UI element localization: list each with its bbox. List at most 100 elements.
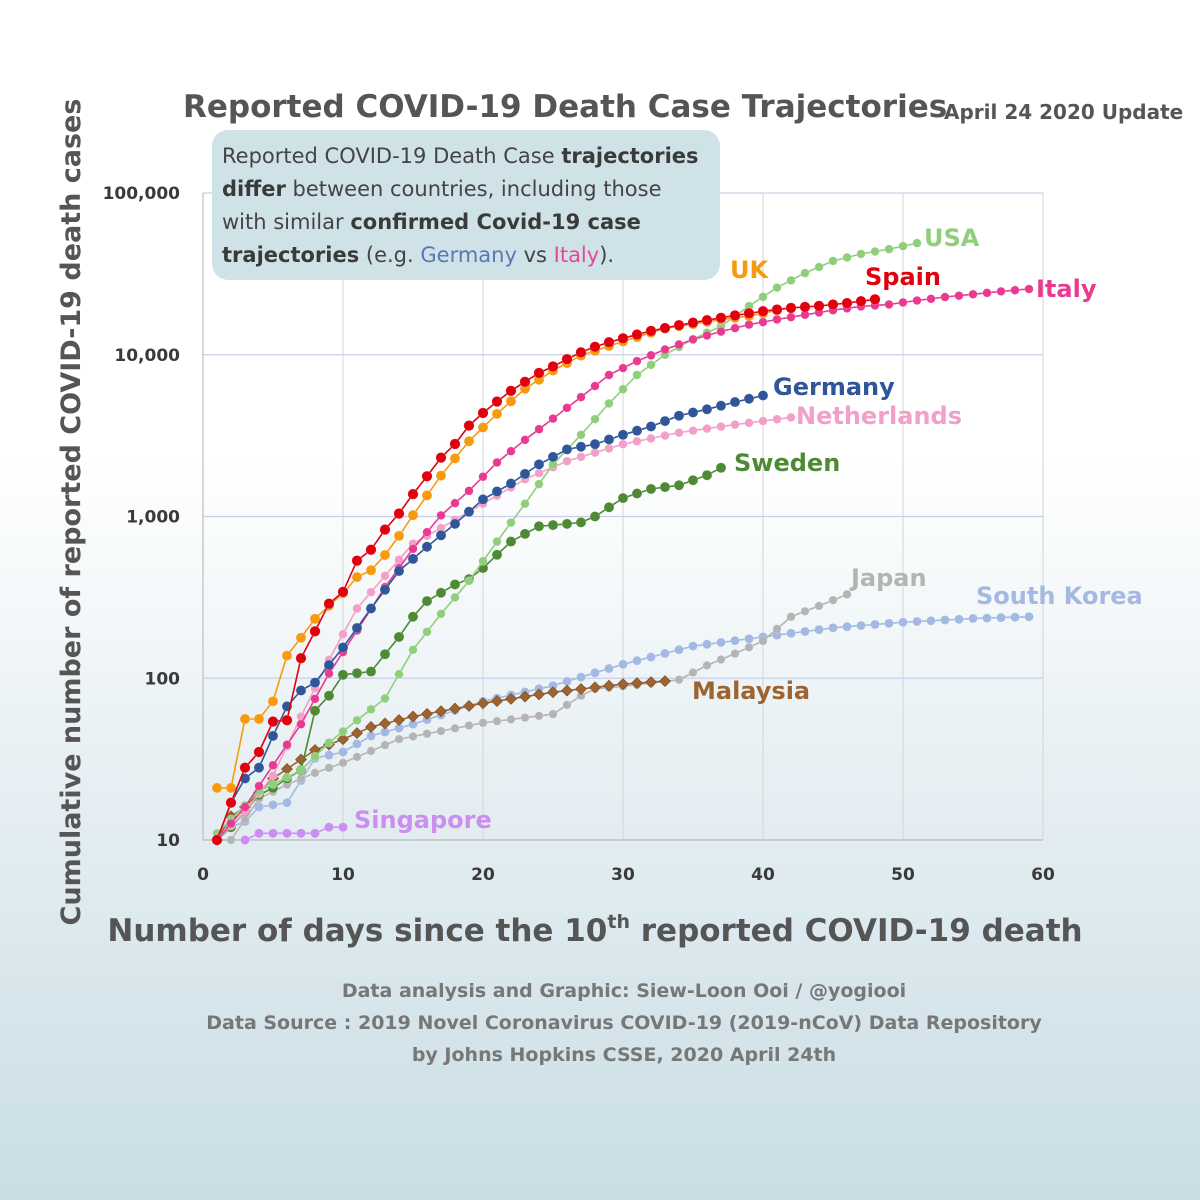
data-point-south-korea <box>562 676 572 687</box>
x-tick-label-50: 50 <box>891 865 915 885</box>
data-point-japan <box>478 718 488 728</box>
x-tick-label-60: 60 <box>1031 865 1055 885</box>
data-point-netherlands <box>576 452 586 462</box>
chart-title: Reported COVID-19 Death Case Trajectorie… <box>183 89 947 125</box>
data-point-uk <box>421 490 433 501</box>
data-point-malaysia <box>449 702 461 715</box>
data-point-usa <box>324 738 334 748</box>
data-point-sweden <box>575 517 587 528</box>
data-point-uk <box>393 530 405 542</box>
data-point-japan <box>366 746 376 756</box>
data-point-germany <box>463 506 475 517</box>
x-tick-label-40: 40 <box>751 865 775 885</box>
data-point-uk <box>225 782 237 794</box>
data-point-spain <box>407 488 419 500</box>
data-point-spain <box>743 307 755 319</box>
data-point-italy <box>240 802 250 812</box>
data-point-spain <box>379 524 391 536</box>
data-point-uk <box>477 422 489 433</box>
data-point-usa <box>884 244 894 254</box>
data-point-south-korea <box>324 750 334 760</box>
data-point-spain <box>729 310 741 321</box>
data-point-netherlands <box>646 433 656 443</box>
data-point-spain <box>659 322 671 334</box>
update-note: April 24 2020 Update <box>944 100 1183 124</box>
data-point-south-korea <box>982 613 992 623</box>
data-point-spain <box>827 299 839 310</box>
data-point-japan <box>464 721 474 731</box>
data-point-italy <box>254 781 264 791</box>
data-point-spain <box>477 407 489 419</box>
data-point-italy <box>478 472 488 482</box>
annotation-text-2: between countries, including those with … <box>222 177 662 234</box>
data-point-usa <box>828 256 838 266</box>
data-point-netherlands <box>562 456 572 466</box>
data-point-japan <box>324 763 334 773</box>
data-point-usa <box>534 479 544 489</box>
data-point-italy <box>436 510 446 520</box>
data-point-spain <box>617 332 629 344</box>
data-point-germany <box>295 685 307 696</box>
y-tick-label-1000: 1,000 <box>126 508 180 528</box>
data-point-usa <box>422 627 432 637</box>
data-point-japan <box>394 734 404 744</box>
data-point-south-korea <box>632 655 642 666</box>
data-point-germany <box>379 584 391 596</box>
data-point-italy <box>884 299 894 309</box>
y-tick-label-10: 10 <box>156 831 180 851</box>
data-point-germany <box>603 434 615 445</box>
annotation-bold-trajectories: trajectories <box>561 144 699 168</box>
data-point-usa <box>590 414 600 424</box>
data-point-uk <box>491 408 503 420</box>
data-point-singapore <box>296 828 306 839</box>
data-point-malaysia <box>659 675 671 688</box>
data-point-italy <box>1024 284 1034 294</box>
data-point-usa <box>506 518 516 528</box>
data-point-japan <box>772 624 782 634</box>
data-point-malaysia <box>365 721 377 733</box>
data-point-germany <box>267 730 279 742</box>
y-tick-label-100000: 100,000 <box>103 184 181 204</box>
data-point-japan <box>310 768 320 778</box>
y-tick-label-100: 100 <box>145 669 181 689</box>
data-point-malaysia <box>533 688 545 701</box>
data-point-japan <box>492 716 502 726</box>
data-point-italy <box>296 719 306 729</box>
data-point-spain <box>869 293 881 305</box>
series-label-sweden: Sweden <box>734 449 840 477</box>
data-point-south-korea <box>842 621 852 632</box>
series-layer <box>211 238 1034 846</box>
data-point-italy <box>912 295 922 306</box>
data-point-south-korea <box>730 635 740 646</box>
data-point-singapore <box>268 828 278 839</box>
data-point-spain <box>855 295 867 307</box>
data-point-spain <box>645 325 657 337</box>
data-point-japan <box>422 729 432 739</box>
data-point-south-korea <box>856 620 866 631</box>
series-label-spain: Spain <box>865 263 941 291</box>
data-point-japan <box>534 711 544 721</box>
data-point-south-korea <box>800 626 810 637</box>
data-point-netherlands <box>716 422 726 432</box>
data-point-south-korea <box>604 663 614 674</box>
data-point-italy <box>730 323 740 333</box>
data-point-spain <box>519 376 531 388</box>
data-point-usa <box>478 556 488 566</box>
data-point-netherlands <box>758 416 768 426</box>
y-axis-title: Cumulative number of reported COVID-19 d… <box>56 99 87 926</box>
data-point-japan <box>744 642 754 652</box>
data-point-usa <box>632 370 642 380</box>
data-point-spain <box>701 314 713 326</box>
data-point-netherlands <box>702 424 712 434</box>
credit-line-1: Data analysis and Graphic: Siew-Loon Ooi… <box>342 980 906 1002</box>
data-point-germany <box>323 659 335 671</box>
data-point-singapore <box>310 828 320 839</box>
y-tick-label-10000: 10,000 <box>114 346 180 366</box>
data-point-germany <box>645 421 657 432</box>
data-point-uk <box>365 565 377 576</box>
data-point-usa <box>366 704 376 714</box>
data-point-italy <box>562 403 572 413</box>
data-point-usa <box>464 576 474 586</box>
data-point-germany <box>449 518 461 530</box>
data-point-usa <box>296 765 306 775</box>
